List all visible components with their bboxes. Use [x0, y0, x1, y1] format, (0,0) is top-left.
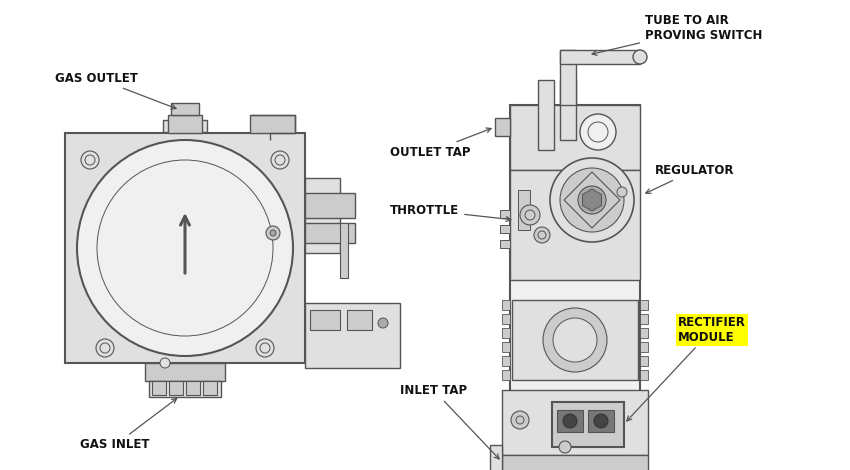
Bar — [500, 210, 510, 218]
Circle shape — [633, 50, 647, 64]
Circle shape — [594, 414, 608, 428]
Circle shape — [160, 358, 170, 368]
Bar — [163, 120, 207, 132]
Circle shape — [534, 227, 550, 243]
Circle shape — [559, 441, 571, 453]
Text: INLET TAP: INLET TAP — [400, 384, 499, 459]
Bar — [340, 223, 348, 278]
Circle shape — [81, 151, 99, 169]
Bar — [502, 342, 510, 352]
Bar — [500, 225, 510, 233]
Bar — [500, 240, 510, 248]
Bar — [640, 342, 648, 352]
Bar — [305, 193, 355, 218]
Bar — [149, 381, 221, 397]
Circle shape — [270, 230, 276, 236]
Bar — [203, 381, 217, 395]
Bar — [250, 115, 295, 133]
Circle shape — [578, 186, 606, 214]
Bar — [560, 50, 640, 64]
Polygon shape — [582, 189, 602, 211]
Bar — [640, 356, 648, 366]
Text: GAS OUTLET: GAS OUTLET — [55, 71, 176, 109]
Bar — [560, 50, 576, 105]
Bar — [310, 310, 340, 330]
Bar — [557, 410, 583, 432]
Bar — [588, 410, 614, 432]
Circle shape — [563, 414, 577, 428]
Bar — [171, 103, 199, 115]
Bar — [305, 303, 400, 368]
Bar — [502, 455, 648, 470]
Bar — [502, 328, 510, 338]
Bar — [490, 445, 502, 470]
Circle shape — [271, 151, 289, 169]
Circle shape — [617, 187, 627, 197]
Bar — [502, 356, 510, 366]
Bar — [538, 80, 554, 150]
Bar — [510, 170, 640, 280]
Text: GAS INLET: GAS INLET — [80, 399, 177, 452]
Bar — [347, 310, 372, 330]
Text: TUBE TO AIR
PROVING SWITCH: TUBE TO AIR PROVING SWITCH — [592, 14, 762, 55]
Bar — [65, 133, 305, 363]
Bar — [640, 314, 648, 324]
Bar — [186, 381, 200, 395]
Circle shape — [553, 318, 597, 362]
Bar — [502, 314, 510, 324]
Text: RECTIFIER
MODULE: RECTIFIER MODULE — [626, 316, 745, 421]
Bar — [640, 300, 648, 310]
Text: OUTLET TAP: OUTLET TAP — [390, 128, 491, 158]
Circle shape — [550, 158, 634, 242]
Circle shape — [560, 168, 624, 232]
Circle shape — [96, 339, 114, 357]
Circle shape — [520, 205, 540, 225]
Circle shape — [256, 339, 274, 357]
Bar — [640, 370, 648, 380]
Bar — [502, 390, 648, 455]
Circle shape — [378, 318, 388, 328]
Text: REGULATOR: REGULATOR — [646, 164, 734, 193]
Bar — [152, 381, 166, 395]
Bar — [560, 80, 576, 140]
Bar — [168, 115, 202, 133]
Bar — [502, 370, 510, 380]
Bar — [552, 402, 624, 447]
Bar — [510, 105, 640, 415]
Circle shape — [511, 411, 529, 429]
Bar — [518, 190, 530, 230]
Bar — [502, 300, 510, 310]
Circle shape — [77, 140, 293, 356]
Bar — [145, 363, 225, 381]
Bar — [305, 178, 340, 253]
Text: THROTTLE: THROTTLE — [390, 204, 511, 221]
Circle shape — [266, 226, 280, 240]
Circle shape — [580, 114, 616, 150]
Bar — [305, 223, 355, 243]
Bar — [512, 300, 638, 380]
Bar — [510, 105, 640, 170]
Bar — [495, 118, 510, 136]
Circle shape — [543, 308, 607, 372]
Bar — [169, 381, 183, 395]
Bar — [640, 328, 648, 338]
